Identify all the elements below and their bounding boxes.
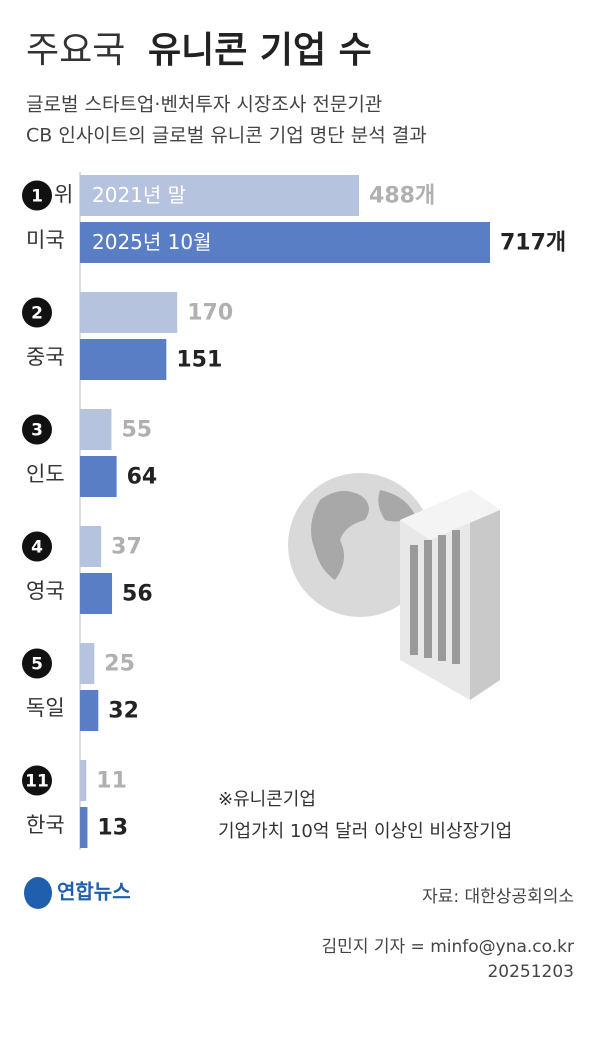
bar xyxy=(80,526,102,567)
value-label: 37 xyxy=(111,535,142,560)
date: 20251203 xyxy=(487,962,574,982)
rank: 1 xyxy=(31,187,43,207)
illustration xyxy=(288,473,500,700)
country-label: 독일 xyxy=(26,696,65,720)
country-label: 한국 xyxy=(26,813,65,837)
country-label: 영국 xyxy=(26,579,65,603)
value-label: 488개 xyxy=(369,184,435,209)
rank: 5 xyxy=(31,655,43,675)
subtitle: CB 인사이트의 글로벌 유니콘 기업 명단 분석 결과 xyxy=(26,125,427,147)
bar xyxy=(80,339,167,380)
bar xyxy=(80,573,113,614)
country-label: 중국 xyxy=(26,345,65,369)
bar xyxy=(80,409,112,450)
bar xyxy=(80,175,360,216)
logo-text: 연합뉴스 xyxy=(57,880,131,904)
rank-badge xyxy=(22,414,52,445)
value-label: 717개 xyxy=(500,231,566,256)
value-label: 32 xyxy=(108,699,139,724)
subtitle: 글로벌 스타트업·벤처투자 시장조사 전문기관 xyxy=(26,94,382,116)
bar xyxy=(80,760,87,801)
legend-label: 2021년 말 xyxy=(92,183,186,207)
rank-badge xyxy=(22,531,52,562)
rank-badge xyxy=(22,297,52,328)
legend-label: 2025년 10월 xyxy=(92,230,212,254)
rank-badge xyxy=(22,765,52,796)
country-label: 인도 xyxy=(26,462,65,486)
rank: 4 xyxy=(31,538,43,558)
bar xyxy=(80,643,95,684)
rank: 3 xyxy=(31,421,43,441)
value-label: 170 xyxy=(187,301,233,326)
bar xyxy=(80,690,99,731)
bar xyxy=(80,292,178,333)
value-label: 151 xyxy=(176,348,222,373)
logo: 연합뉴스 xyxy=(24,877,131,909)
value-label: 56 xyxy=(122,582,153,607)
value-label: 25 xyxy=(104,652,135,677)
rank-badge xyxy=(22,180,52,211)
note-title: ※유니콘기업 xyxy=(218,789,316,810)
bar xyxy=(80,222,490,263)
source: 자료: 대한상공회의소 xyxy=(422,887,574,907)
credit: 김민지 기자 = minfo@yna.co.kr xyxy=(322,937,574,957)
value-label: 64 xyxy=(127,465,158,490)
country-label: 미국 xyxy=(26,228,65,252)
title-light: 주요국 xyxy=(26,30,125,71)
bar xyxy=(80,807,88,848)
rank-badge xyxy=(22,648,52,679)
rank: 11 xyxy=(25,772,49,792)
bar xyxy=(80,456,117,497)
value-label: 11 xyxy=(96,769,127,794)
title-bold: 유니콘 기업 수 xyxy=(148,30,372,71)
rank: 2 xyxy=(31,304,43,324)
value-label: 55 xyxy=(121,418,152,443)
value-label: 13 xyxy=(97,816,128,841)
note-text: 기업가치 10억 달러 이상인 비상장기업 xyxy=(218,821,512,842)
rank-suffix: 위 xyxy=(54,183,73,207)
